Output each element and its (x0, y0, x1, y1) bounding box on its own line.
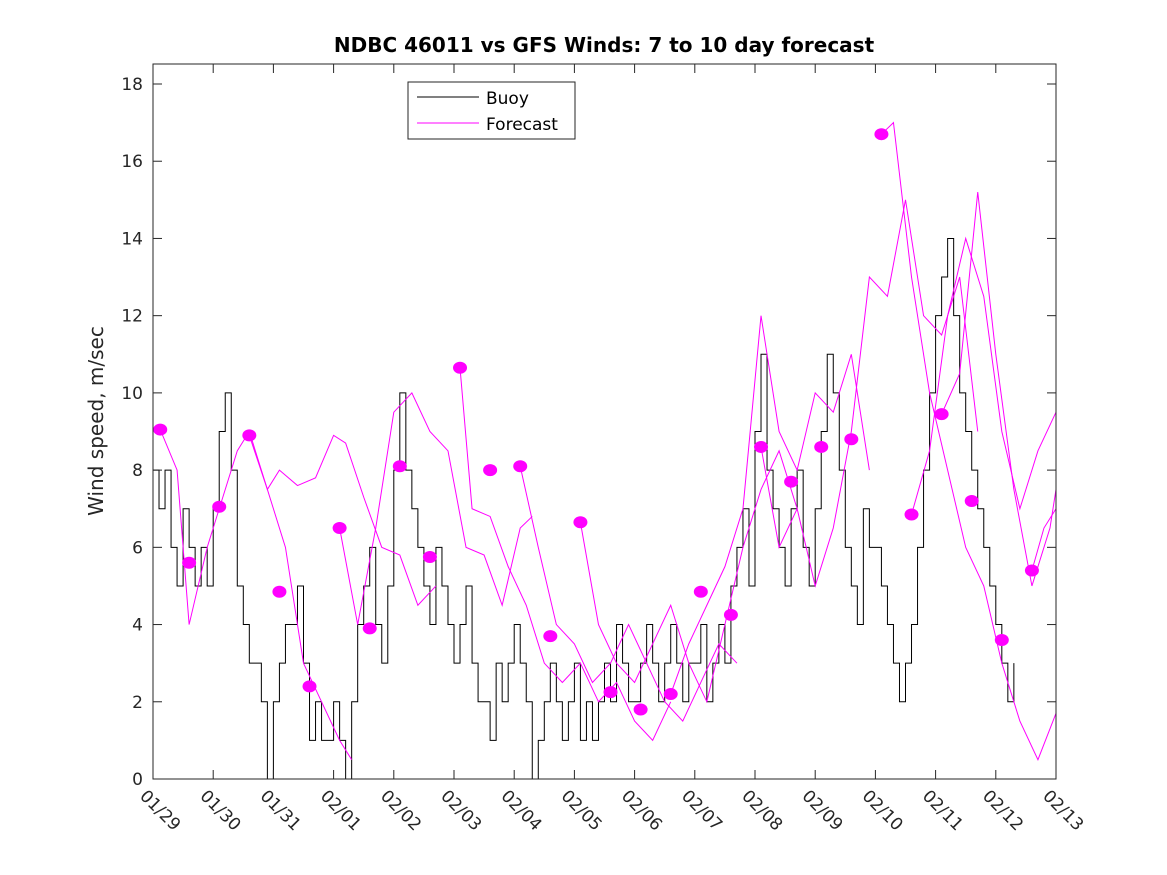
y-tick-label: 6 (132, 538, 143, 558)
forecast-start-marker (663, 688, 678, 701)
forecast-line (339, 392, 533, 625)
legend-label-forecast: Forecast (486, 115, 558, 135)
chart-title: NDBC 46011 vs GFS Winds: 7 to 10 day for… (334, 33, 875, 57)
marker-layer (153, 128, 1039, 716)
forecast-start-marker (422, 550, 437, 563)
forecast-start-marker (573, 516, 588, 529)
forecast-start-marker (453, 361, 468, 374)
forecast-start-marker (874, 128, 889, 141)
axes-box (152, 63, 1057, 780)
forecast-line (248, 434, 437, 607)
forecast-start-marker (182, 556, 197, 569)
y-tick-label: 8 (132, 461, 143, 481)
forecast-start-marker (242, 429, 257, 442)
forecast-line (519, 466, 738, 722)
y-tick-label: 10 (121, 384, 143, 404)
y-tick-label: 14 (121, 229, 143, 249)
y-tick-label: 16 (121, 152, 143, 172)
forecast-line (881, 121, 1057, 761)
y-tick-label: 18 (121, 75, 143, 95)
forecast-line (459, 367, 672, 742)
forecast-start-marker (362, 622, 377, 635)
forecast-start-marker (814, 440, 829, 453)
legend-label-buoy: Buoy (486, 89, 529, 109)
forecast-start-marker (964, 495, 979, 507)
forecast-line (1031, 508, 1057, 571)
legend-box (407, 81, 576, 140)
forecast-start-marker (904, 508, 919, 521)
forecast-start-marker (513, 460, 528, 473)
buoy-line (153, 237, 1015, 780)
y-tick-label: 12 (121, 307, 143, 327)
forecast-start-marker (754, 440, 769, 453)
y-tick-label: 0 (132, 770, 143, 790)
forecast-line (941, 192, 1057, 587)
forecast-start-marker (723, 608, 738, 621)
forecast-start-marker (784, 475, 799, 488)
forecast-start-marker (153, 423, 168, 436)
forecast-start-marker (212, 500, 227, 513)
forecast-start-marker (483, 464, 498, 477)
series-layer (153, 121, 1057, 780)
forecast-start-marker (603, 686, 618, 699)
forecast-start-marker (392, 460, 407, 473)
legend: Buoy Forecast (407, 81, 576, 140)
y-axis: 0 2 4 6 8 10 12 14 16 18 (121, 75, 1056, 790)
y-axis-label: Wind speed, m/sec (84, 326, 108, 516)
forecast-start-marker (272, 585, 287, 598)
forecast-start-marker (994, 634, 1009, 646)
forecast-line (670, 315, 870, 695)
y-tick-label: 2 (132, 693, 143, 713)
forecast-start-marker (332, 522, 347, 535)
forecast-line (579, 449, 798, 704)
forecast-start-marker (543, 630, 558, 643)
forecast-line (760, 199, 979, 588)
forecast-start-marker (934, 408, 949, 421)
forecast-line (911, 236, 1057, 515)
y-tick-label: 4 (132, 616, 143, 636)
forecast-start-marker (844, 433, 859, 446)
forecast-start-marker (633, 703, 648, 716)
forecast-start-marker (1024, 564, 1039, 577)
forecast-start-marker (302, 680, 317, 693)
forecast-start-marker (693, 585, 708, 598)
